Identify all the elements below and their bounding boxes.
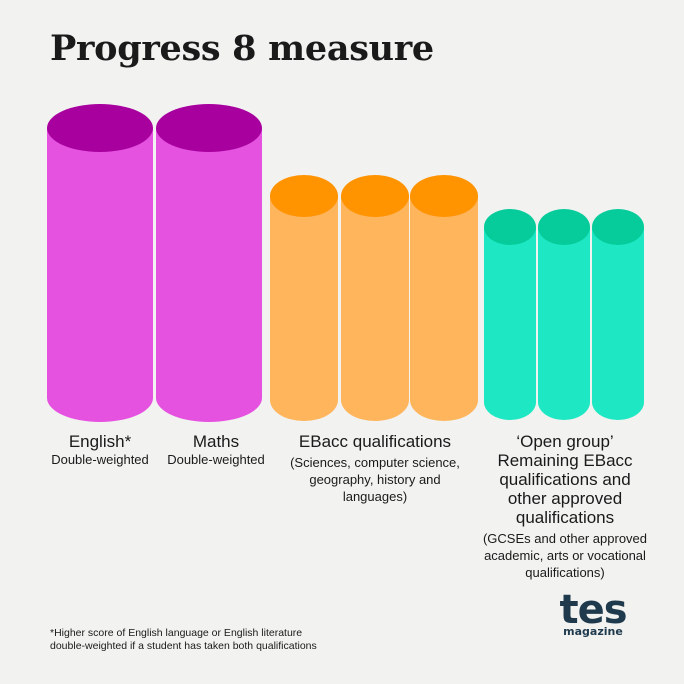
- cylinder-ebacc-1: [270, 175, 338, 421]
- tes-logo-subtitle: magazine: [563, 625, 623, 638]
- cylinder-ebacc-3-cap: [410, 175, 478, 217]
- label-open-heading-1: ‘Open group’: [516, 432, 614, 451]
- label-open-detail-1: (GCSEs and other approved: [482, 531, 648, 546]
- cylinder-ebacc-3-body: [410, 196, 478, 421]
- cylinder-open-2-cap: [538, 209, 590, 245]
- label-open-heading-2: Remaining EBacc: [497, 451, 633, 470]
- cylinder-maths: [156, 104, 262, 422]
- cylinder-ebacc-1-body: [270, 196, 338, 421]
- cylinder-maths-cap: [156, 104, 262, 152]
- footnote-line-1: *Higher score of English language or Eng…: [50, 627, 303, 639]
- label-open-heading-5: qualifications: [515, 508, 615, 527]
- label-english: English* Double-weighted: [40, 432, 160, 468]
- footnote: *Higher score of English language or Eng…: [50, 627, 350, 653]
- label-ebacc-detail-2: geography, history and: [309, 472, 441, 487]
- label-ebacc-detail-3: languages): [342, 489, 408, 504]
- cylinder-open-2: [538, 209, 590, 420]
- label-open-detail-3: qualifications): [525, 565, 605, 580]
- tes-logo-wordmark: tes: [559, 587, 627, 633]
- cylinder-ebacc-2: [341, 175, 409, 421]
- label-ebacc-heading: EBacc qualifications: [298, 432, 452, 451]
- cylinder-open-3-body: [592, 227, 644, 420]
- label-maths: Maths Double-weighted: [156, 432, 276, 468]
- cylinder-open-3: [592, 209, 644, 420]
- label-open-heading-4: other approved: [507, 489, 623, 508]
- cylinder-ebacc-1-cap: [270, 175, 338, 217]
- cylinder-open-2-body: [538, 227, 590, 420]
- cylinder-english-body: [47, 128, 153, 422]
- cylinder-maths-body: [156, 128, 262, 422]
- label-maths-heading: Maths: [192, 432, 240, 451]
- tes-logo: tes magazine: [556, 590, 630, 637]
- page-title: Progress 8 measure: [50, 28, 434, 69]
- cylinder-ebacc-2-body: [341, 196, 409, 421]
- cylinder-english: [47, 104, 153, 422]
- label-open-group: ‘Open group’ Remaining EBacc qualificati…: [465, 432, 665, 581]
- label-open-heading-3: qualifications and: [499, 470, 631, 489]
- label-ebacc: EBacc qualifications (Sciences, computer…: [270, 432, 480, 505]
- cylinder-ebacc-3: [410, 175, 478, 421]
- footnote-line-2: double-weighted if a student has taken b…: [50, 640, 317, 652]
- cylinder-open-1: [484, 209, 536, 420]
- label-english-detail: Double-weighted: [51, 452, 149, 467]
- cylinder-open-1-body: [484, 227, 536, 420]
- label-open-detail-2: academic, arts or vocational: [484, 548, 646, 563]
- cylinder-ebacc-2-cap: [341, 175, 409, 217]
- cylinder-english-cap: [47, 104, 153, 152]
- label-maths-detail: Double-weighted: [167, 452, 265, 467]
- label-ebacc-detail-1: (Sciences, computer science,: [290, 455, 460, 470]
- cylinder-open-1-cap: [484, 209, 536, 245]
- label-english-heading: English*: [68, 432, 132, 451]
- cylinder-open-3-cap: [592, 209, 644, 245]
